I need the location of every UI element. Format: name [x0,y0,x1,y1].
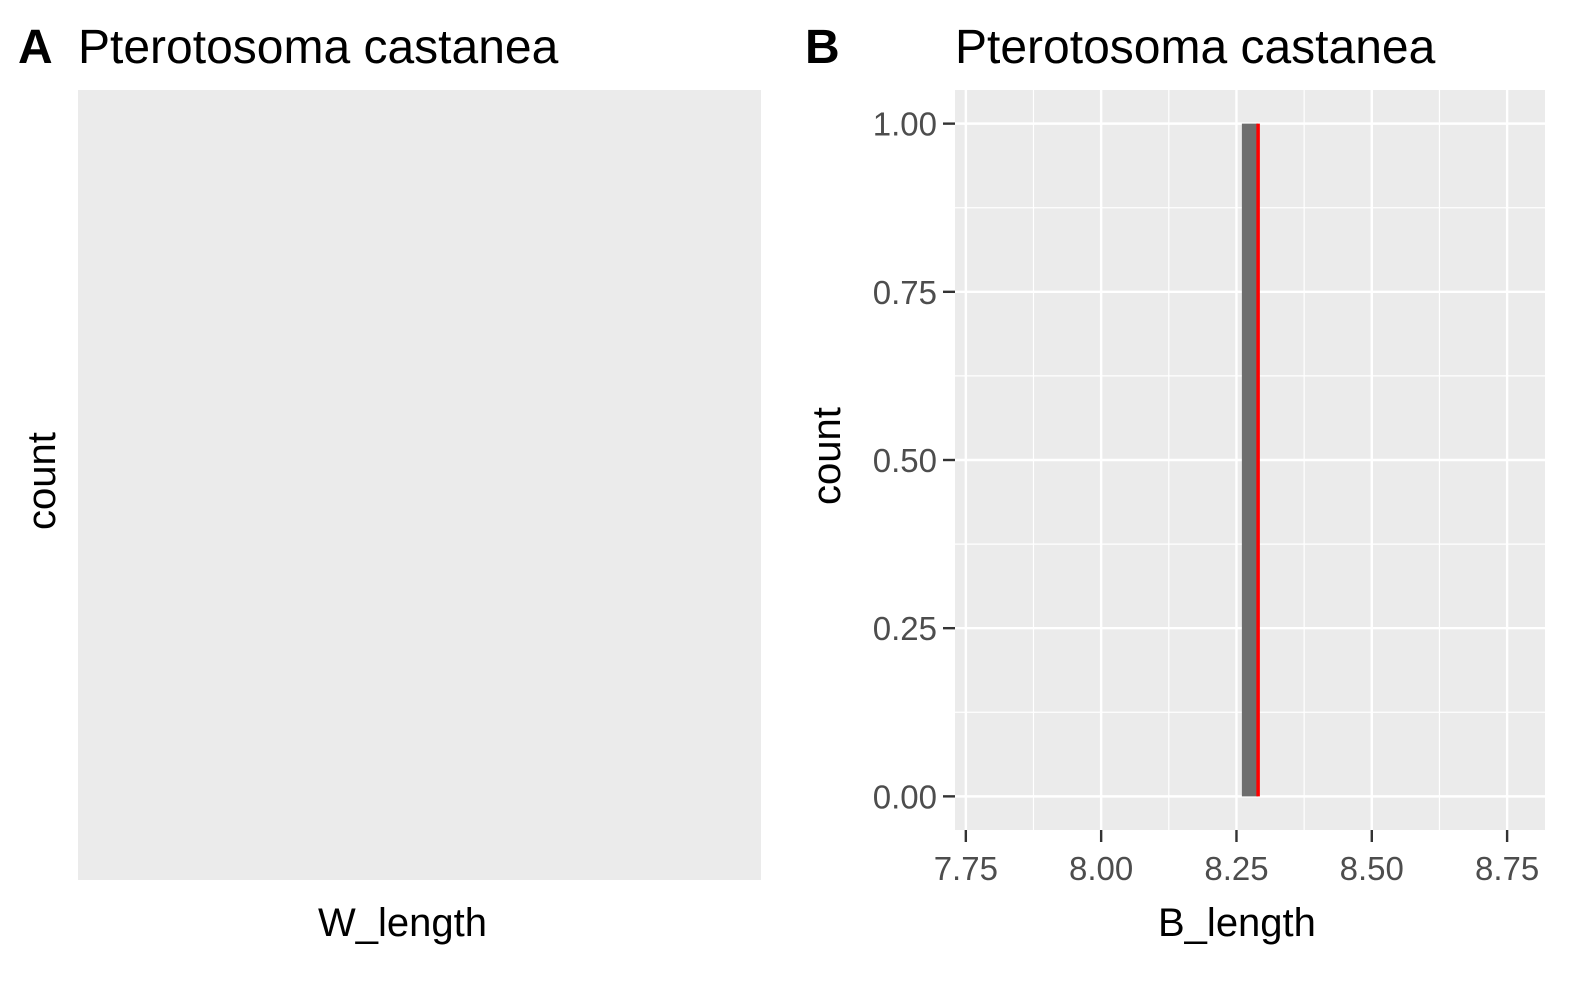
y-tick-label: 0.25 [873,610,937,647]
panel-b-tag: B [805,21,840,74]
x-tick-label: 8.00 [1069,850,1133,887]
x-tick-label: 8.25 [1204,850,1268,887]
panel-a-tag: A [18,21,53,74]
panel-a-x-axis-title: W_length [318,901,487,945]
panel-a-title: Pterotosoma castanea [78,21,559,74]
y-tick-label: 0.75 [873,274,937,311]
panel-b-title: Pterotosoma castanea [955,21,1436,74]
x-tick-label: 7.75 [934,850,998,887]
histogram-bar [1241,123,1259,797]
panel-a-plot-area [78,90,761,880]
panel-b-x-axis-title: B_length [1158,901,1316,945]
y-tick-label: 0.50 [873,442,937,479]
y-tick-label: 1.00 [873,106,937,143]
x-tick-label: 8.75 [1475,850,1539,887]
x-tick-label: 8.50 [1340,850,1404,887]
y-tick-label: 0.00 [873,778,937,815]
